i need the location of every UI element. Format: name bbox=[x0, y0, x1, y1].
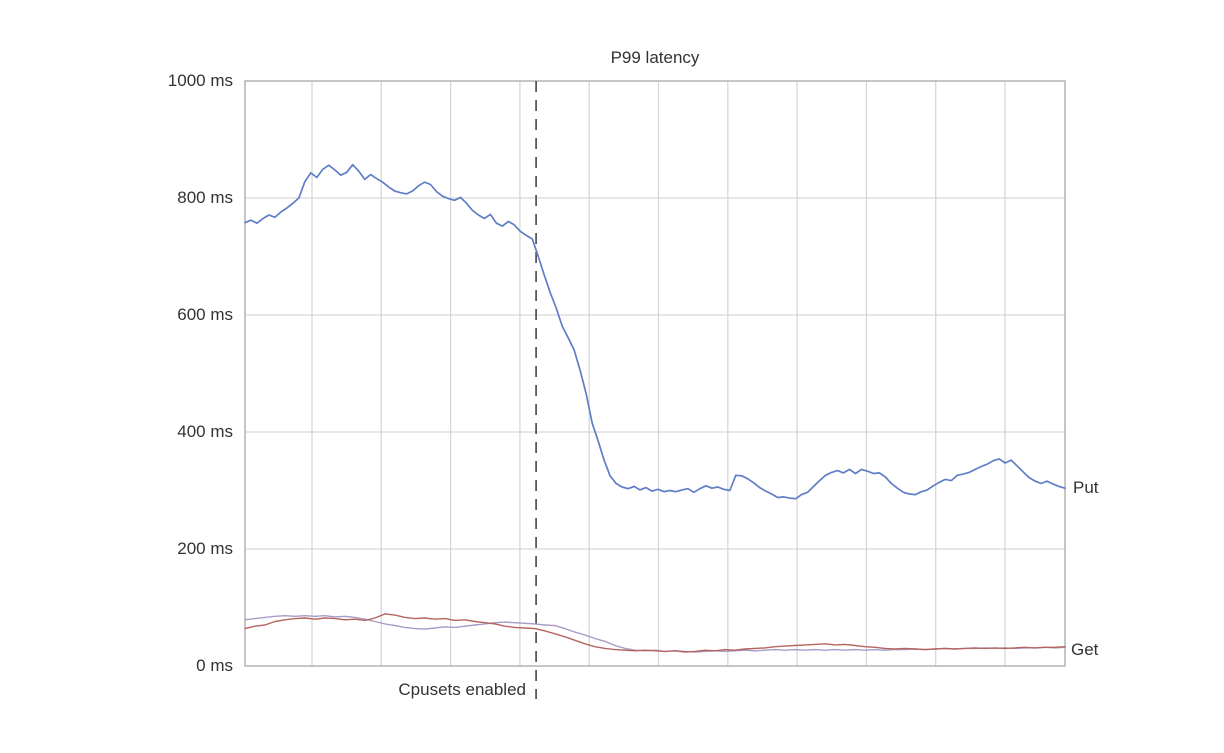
annotation-label: Cpusets enabled bbox=[398, 680, 526, 699]
put-line bbox=[244, 163, 1066, 500]
series-label-put: Put bbox=[1073, 478, 1099, 498]
series-label-get: Get bbox=[1071, 640, 1099, 660]
y-tick-label: 400 ms bbox=[177, 422, 233, 441]
get_purple-line bbox=[244, 615, 1066, 653]
y-tick-label: 800 ms bbox=[177, 188, 233, 207]
y-tick-label: 600 ms bbox=[177, 305, 233, 324]
get_red-line bbox=[244, 613, 1066, 653]
y-tick-label: 1000 ms bbox=[167, 71, 233, 90]
chart-title: P99 latency bbox=[610, 48, 700, 67]
y-tick-label: 0 ms bbox=[196, 656, 233, 675]
plot-frame bbox=[244, 80, 1066, 667]
y-tick-label: 200 ms bbox=[177, 539, 233, 558]
